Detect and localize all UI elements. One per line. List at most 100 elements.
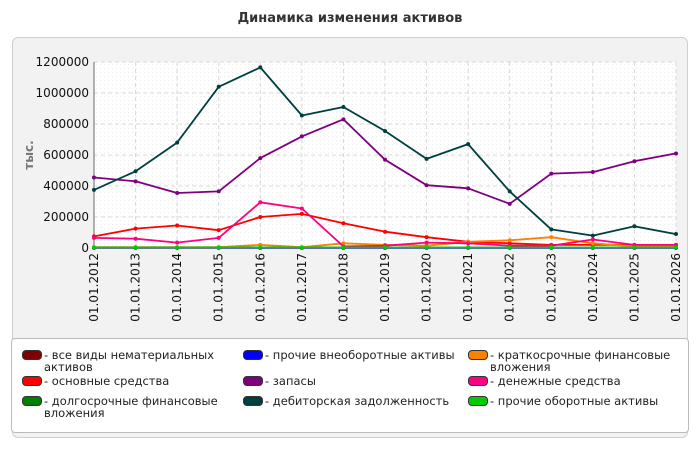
x-tick-label: 01.01.2020 [420, 253, 434, 322]
data-point [383, 128, 387, 133]
data-point [424, 235, 429, 240]
data-point [549, 171, 554, 176]
legend-label: - основные средства [44, 374, 170, 388]
data-point [216, 84, 221, 89]
x-tick-label: 01.01.2023 [544, 253, 558, 322]
data-point [133, 169, 138, 174]
data-point [590, 233, 595, 238]
y-tick-label: 600000 [43, 148, 89, 162]
data-point [632, 159, 637, 164]
data-point [383, 229, 387, 234]
chart-title: Динамика изменения активов [237, 11, 463, 26]
data-point [258, 245, 263, 250]
data-point [507, 201, 512, 206]
y-tick-label: 0 [81, 241, 89, 255]
legend-swatch [468, 396, 488, 406]
legend-swatch [22, 396, 42, 406]
data-point [590, 170, 595, 175]
data-point [466, 142, 471, 147]
y-tick-label: 200000 [43, 210, 89, 224]
data-point [424, 183, 429, 188]
data-point [466, 186, 471, 191]
data-point [133, 226, 138, 231]
data-point [424, 156, 429, 161]
y-tick-label: 400000 [43, 179, 89, 193]
data-point [92, 187, 96, 192]
data-point [341, 221, 346, 226]
data-point [175, 245, 180, 250]
data-point [175, 240, 180, 245]
data-point [341, 117, 346, 122]
x-tick-label: 01.01.2016 [253, 253, 267, 322]
data-point [175, 190, 180, 195]
data-point [258, 65, 263, 70]
legend-label: - дебиторская задолженность [265, 394, 450, 408]
x-tick-label: 01.01.2025 [627, 253, 641, 322]
data-point [424, 240, 429, 245]
x-tick-label: 01.01.2024 [586, 253, 600, 322]
data-point [92, 235, 96, 240]
data-point [590, 241, 595, 246]
x-tick-label: 01.01.2022 [503, 253, 517, 322]
legend-swatch [468, 376, 488, 386]
x-tick-label: 01.01.2015 [212, 253, 226, 322]
chart-plot: 0 200000 400000 600000 800000 1000000 1200000 0… [22, 55, 683, 322]
data-point [299, 211, 304, 216]
data-point [424, 245, 429, 250]
data-point [175, 223, 180, 228]
data-point [507, 238, 512, 243]
data-point [341, 104, 346, 109]
data-point [507, 189, 512, 194]
data-point [92, 245, 96, 250]
data-point [133, 245, 138, 250]
data-point [258, 200, 263, 205]
data-point [133, 236, 138, 241]
data-point [507, 245, 512, 250]
x-tick-label: 01.01.2019 [378, 253, 392, 322]
data-point [674, 232, 678, 237]
data-point [466, 245, 471, 250]
data-point [341, 245, 346, 250]
data-point [258, 215, 263, 219]
legend-swatch [243, 350, 263, 360]
y-tick-label: 1200000 [36, 55, 89, 69]
legend-swatch [468, 350, 488, 360]
data-point [632, 245, 637, 250]
data-point [549, 245, 554, 250]
legend-label: - денежные средства [490, 374, 621, 388]
data-point [466, 241, 471, 246]
legend-swatch [243, 396, 263, 406]
data-point [299, 134, 304, 139]
x-tick-label: 01.01.2014 [170, 253, 184, 322]
data-point [92, 175, 96, 180]
x-tick-label: 01.01.2018 [336, 253, 350, 322]
data-point [590, 245, 595, 250]
legend-swatch [22, 350, 42, 360]
legend-label: - долгосрочные финансовые вложения [44, 394, 218, 420]
data-point [299, 206, 304, 211]
legend-label: - краткосрочные финансовые вложения [490, 348, 671, 374]
data-point [299, 245, 304, 250]
x-tick-label: 01.01.2026 [669, 253, 683, 322]
data-point [549, 227, 554, 232]
data-point [383, 245, 387, 250]
legend-swatch [243, 376, 263, 386]
data-point [590, 237, 595, 242]
data-point [216, 228, 221, 233]
data-point [216, 235, 221, 240]
x-tick-label: 01.01.2017 [295, 253, 309, 322]
data-point [175, 140, 180, 145]
data-point [133, 179, 138, 184]
data-point [258, 156, 263, 161]
chart-legend: - все виды нематериальных активов - основ… [11, 338, 689, 433]
x-tick-label: 01.01.2021 [461, 253, 475, 322]
data-point [299, 113, 304, 118]
data-point [383, 157, 387, 162]
x-tick-label: 01.01.2013 [129, 253, 143, 322]
data-point [549, 235, 554, 240]
data-point [216, 189, 221, 194]
data-point [632, 224, 637, 229]
y-tick-label: 800000 [43, 117, 89, 131]
legend-label: - прочие внеоборотные активы [265, 348, 455, 362]
legend-label: - запасы [265, 374, 316, 388]
